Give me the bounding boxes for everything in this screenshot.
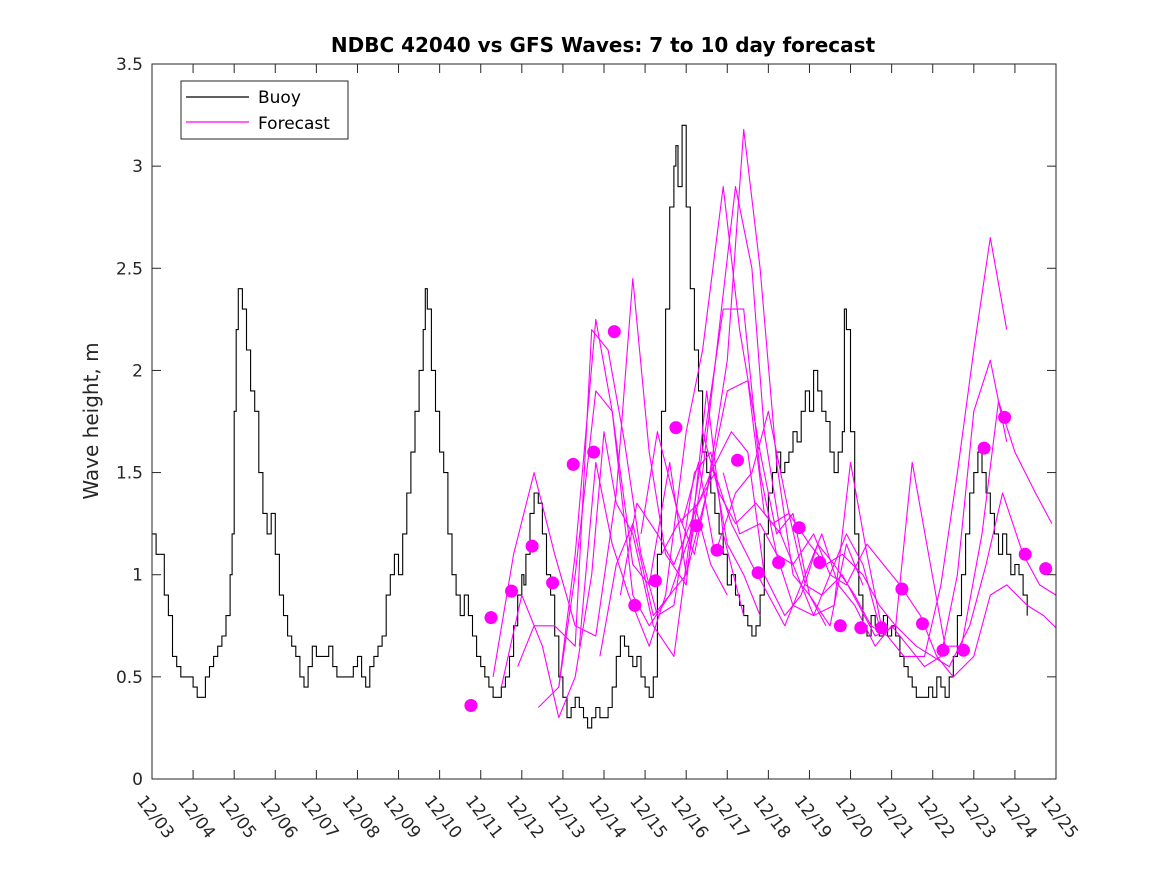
forecast-marker <box>1018 547 1032 561</box>
x-tick-label: 12/09 <box>379 792 425 843</box>
legend: Buoy Forecast <box>180 80 349 140</box>
x-tick-label: 12/04 <box>173 792 219 843</box>
forecast-marker <box>710 543 724 557</box>
forecast-line <box>640 237 1008 657</box>
forecast-marker <box>648 574 662 588</box>
forecast-marker <box>957 643 970 657</box>
forecast-marker <box>464 699 478 712</box>
forecast-line <box>722 472 1057 678</box>
x-tick-label: 12/23 <box>954 792 1000 843</box>
forecast-marker <box>895 582 909 596</box>
y-tick-label: 1.5 <box>116 464 143 484</box>
x-tick-label: 12/19 <box>790 792 836 843</box>
x-tick-label: 12/10 <box>420 792 466 843</box>
forecast-marker <box>566 457 580 471</box>
y-tick-label: 1 <box>132 566 143 586</box>
y-tick-label: 2.5 <box>116 259 143 279</box>
x-tick-label: 12/24 <box>995 792 1041 843</box>
x-tick-label: 12/17 <box>707 792 753 843</box>
x-tick-label: 12/20 <box>831 792 877 843</box>
forecast-marker <box>607 325 621 339</box>
forecast-marker <box>854 621 868 635</box>
forecast-marker <box>525 539 539 553</box>
forecast-marker <box>977 441 991 455</box>
y-axis-label: Wave height, m <box>79 342 103 499</box>
x-tick-label: 12/03 <box>132 792 178 843</box>
x-tick-label: 12/06 <box>255 792 301 843</box>
forecast-marker <box>751 566 765 580</box>
x-tick-label: 12/07 <box>296 792 342 843</box>
forecast-marker <box>505 584 518 598</box>
forecast-line <box>517 329 761 667</box>
forecast-marker <box>998 410 1012 424</box>
x-tick-label: 12/14 <box>584 792 630 843</box>
forecast-line <box>492 277 745 677</box>
x-tick-label: 12/08 <box>338 792 384 843</box>
y-tick-label: 3 <box>132 157 143 177</box>
forecast-markers <box>464 325 1053 712</box>
forecast-line <box>599 308 880 657</box>
legend-buoy-label: Buoy <box>258 88 301 108</box>
x-tick-label: 12/25 <box>1036 792 1082 843</box>
forecast-marker <box>484 611 498 625</box>
plot-area <box>151 63 1057 780</box>
forecast-marker <box>587 445 601 459</box>
x-tick-label: 12/22 <box>913 792 959 843</box>
forecast-marker <box>1039 562 1053 576</box>
forecast-line <box>619 380 884 637</box>
forecast-marker <box>690 519 703 533</box>
x-tick-label: 12/11 <box>461 792 507 843</box>
chart-title: NDBC 42040 vs GFS Waves: 7 to 10 day for… <box>331 33 876 57</box>
forecast-line <box>702 431 1057 668</box>
forecast-line <box>537 186 782 708</box>
y-tick-label: 0.5 <box>116 668 143 688</box>
forecast-marker <box>916 617 929 631</box>
forecast-line <box>661 359 1008 668</box>
forecast-marker <box>628 598 642 612</box>
forecast-marker <box>874 621 888 635</box>
x-tick-label: 12/13 <box>543 792 589 843</box>
forecast-marker <box>833 619 847 633</box>
forecast-marker <box>936 643 950 657</box>
forecast-marker <box>731 453 744 467</box>
x-tick-label: 12/12 <box>502 792 548 843</box>
y-tick-label: 2 <box>132 361 143 381</box>
forecast-line <box>681 400 1053 647</box>
plot-background <box>152 64 1056 779</box>
x-tick-label: 12/15 <box>625 792 671 843</box>
forecast-series <box>492 128 1057 719</box>
forecast-marker <box>813 556 827 569</box>
x-tick-label: 12/18 <box>748 792 794 843</box>
x-tick-label: 12/05 <box>214 792 260 843</box>
legend-box <box>180 80 349 140</box>
legend-forecast-label: Forecast <box>258 114 330 134</box>
forecast-marker <box>669 421 683 435</box>
forecast-marker <box>792 521 806 535</box>
x-tick-label: 12/16 <box>666 792 712 843</box>
x-tick-label: 12/21 <box>872 792 918 843</box>
y-tick-label: 0 <box>132 770 143 790</box>
forecast-marker <box>772 556 786 569</box>
forecast-marker <box>546 576 560 590</box>
forecast-line <box>558 128 827 688</box>
y-tick-label: 3.5 <box>116 55 143 75</box>
y-axis: 0 0.5 1 1.5 2 2.5 3 3.5 <box>116 55 1056 790</box>
